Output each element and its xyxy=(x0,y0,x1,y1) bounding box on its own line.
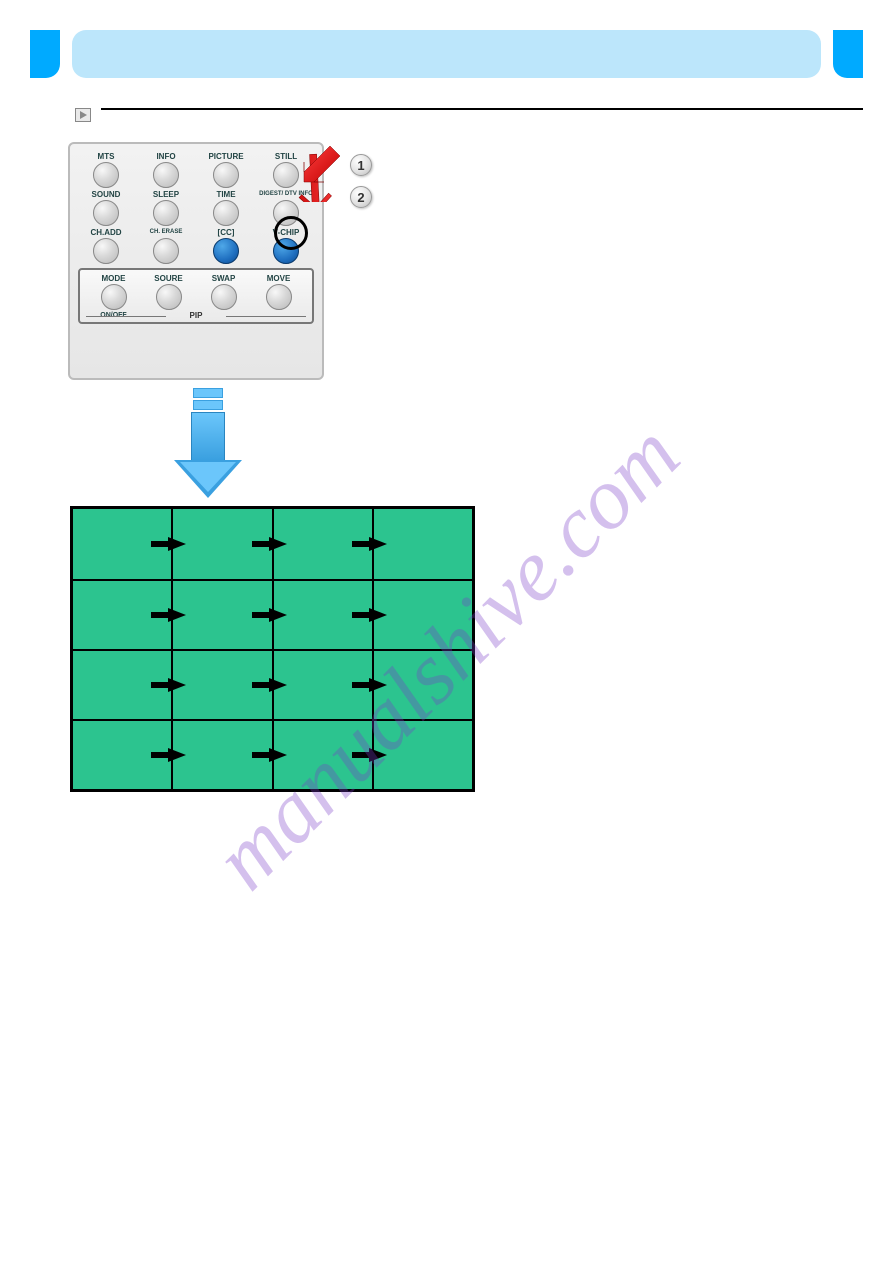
grid-row xyxy=(73,649,472,719)
button-label: TIME xyxy=(216,190,235,199)
step-number: 2 xyxy=(350,186,372,208)
grid-cell xyxy=(272,509,372,579)
grid-row xyxy=(73,719,472,789)
chapter-banner xyxy=(30,30,863,78)
grid-cell xyxy=(171,721,271,789)
remote-button-ch-add: CH.ADD xyxy=(78,228,134,264)
grid-cell xyxy=(372,581,472,649)
button-label: INFO xyxy=(156,152,175,161)
button-label: SLEEP xyxy=(153,190,179,199)
pip-section: MODEON/OFFSOURESWAPMOVE PIP xyxy=(78,268,314,324)
grid-cell xyxy=(372,721,472,789)
step-item: 1 xyxy=(350,154,382,176)
remote-button-picture: PICTURE xyxy=(198,152,254,188)
button-icon xyxy=(213,200,239,226)
remote-button-mts: MTS xyxy=(78,152,134,188)
remote-control-diagram: MTS INFO PICTURE STILL SOUND SLEEP TIME DIGEST/… xyxy=(68,142,324,380)
pip-label: PIP xyxy=(86,311,306,320)
button-icon xyxy=(93,200,119,226)
blue-down-arrow xyxy=(178,388,238,498)
grid-row xyxy=(73,579,472,649)
button-icon xyxy=(93,238,119,264)
remote-button-ch-erase: CH. ERASE xyxy=(138,228,194,264)
grid-cell xyxy=(372,651,472,719)
section-underline xyxy=(101,108,863,110)
button-label: SOUND xyxy=(92,190,121,199)
step-number: 1 xyxy=(350,154,372,176)
steps-list: 12 xyxy=(350,154,382,208)
button-icon xyxy=(153,162,179,188)
remote-button-sound: SOUND xyxy=(78,190,134,226)
grid-cell xyxy=(272,651,372,719)
button-label: MTS xyxy=(98,152,115,161)
grid-cell xyxy=(272,721,372,789)
banner-content xyxy=(72,30,821,78)
grid-row xyxy=(73,509,472,579)
section-heading-row xyxy=(30,106,863,122)
grid-cell xyxy=(171,581,271,649)
button-icon xyxy=(273,162,299,188)
grid-cell xyxy=(272,581,372,649)
button-label: STILL xyxy=(275,152,297,161)
grid-cell xyxy=(372,509,472,579)
button-label: PICTURE xyxy=(208,152,243,161)
button-icon xyxy=(273,200,299,226)
remote-button-sleep: SLEEP xyxy=(138,190,194,226)
remote-button-v-chip: V-CHIP xyxy=(258,228,314,264)
play-icon xyxy=(75,108,91,122)
remote-button-time: TIME xyxy=(198,190,254,226)
grid-cell xyxy=(171,509,271,579)
button-icon xyxy=(273,238,299,264)
step-item: 2 xyxy=(350,186,382,208)
button-label: V-CHIP xyxy=(273,228,300,237)
digest-grid xyxy=(70,506,475,792)
remote-button-digest-dtv-info: DIGEST/ DTV INFO xyxy=(258,190,314,226)
button-label: DIGEST/ DTV INFO xyxy=(259,190,313,199)
grid-cell xyxy=(73,509,171,579)
button-icon xyxy=(93,162,119,188)
button-icon xyxy=(153,200,179,226)
banner-left-tab xyxy=(30,30,60,78)
banner-right-tab xyxy=(833,30,863,78)
remote-button--cc-: [CC] xyxy=(198,228,254,264)
grid-cell xyxy=(73,651,171,719)
button-label: CH.ADD xyxy=(90,228,121,237)
grid-cell xyxy=(171,651,271,719)
grid-cell xyxy=(73,721,171,789)
button-icon xyxy=(153,238,179,264)
button-icon xyxy=(213,162,239,188)
grid-cell xyxy=(73,581,171,649)
remote-button-still: STILL xyxy=(258,152,314,188)
button-label: [CC] xyxy=(218,228,235,237)
remote-button-info: INFO xyxy=(138,152,194,188)
button-icon xyxy=(213,238,239,264)
button-label: CH. ERASE xyxy=(150,228,183,237)
